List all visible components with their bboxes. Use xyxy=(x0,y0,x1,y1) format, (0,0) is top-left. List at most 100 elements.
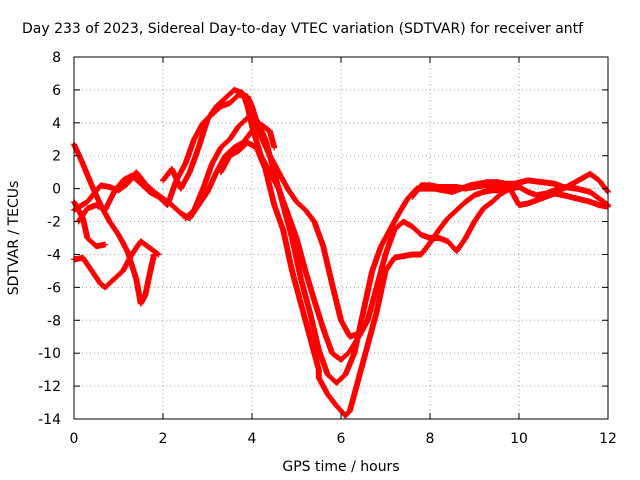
data-point xyxy=(122,270,124,272)
data-point xyxy=(518,204,520,206)
data-point xyxy=(482,184,485,187)
series-8 xyxy=(217,139,611,419)
data-point xyxy=(148,273,151,276)
data-point xyxy=(438,237,440,239)
data-point xyxy=(228,102,231,104)
data-point xyxy=(580,177,583,180)
series-markers xyxy=(75,91,362,340)
data-point xyxy=(473,194,476,197)
data-point xyxy=(295,201,298,203)
data-point xyxy=(86,207,89,210)
data-point xyxy=(358,377,360,379)
data-point xyxy=(171,168,173,170)
data-point xyxy=(598,197,600,200)
data-point xyxy=(269,130,271,132)
data-point xyxy=(317,349,320,351)
data-point xyxy=(536,194,538,197)
series-markers xyxy=(160,86,611,363)
y-tick-label: -14 xyxy=(38,412,61,428)
data-point xyxy=(571,182,574,185)
data-point xyxy=(237,125,240,127)
data-point xyxy=(455,250,458,252)
y-tick-label: -8 xyxy=(47,313,61,329)
data-point xyxy=(206,191,209,193)
x-tick-label: 0 xyxy=(70,431,79,447)
data-point xyxy=(398,212,400,215)
data-point xyxy=(527,191,529,193)
data-point xyxy=(104,243,106,246)
y-tick-label: 8 xyxy=(52,50,61,66)
data-point xyxy=(420,233,422,236)
data-point xyxy=(464,187,467,190)
data-point xyxy=(362,311,365,313)
data-point xyxy=(139,303,142,305)
data-point xyxy=(455,209,458,211)
data-point xyxy=(166,204,169,206)
data-point xyxy=(322,327,325,330)
data-point xyxy=(224,97,227,99)
data-point xyxy=(228,138,231,141)
data-point xyxy=(455,186,458,188)
data-point xyxy=(544,196,547,198)
data-point xyxy=(144,182,146,185)
data-point xyxy=(589,191,591,193)
data-point xyxy=(273,171,276,173)
data-point xyxy=(309,311,311,313)
grid-lines xyxy=(74,57,608,419)
data-point xyxy=(91,270,93,272)
data-point xyxy=(273,146,276,149)
data-point xyxy=(375,286,378,289)
data-point xyxy=(402,220,405,223)
data-point xyxy=(562,186,565,188)
data-point xyxy=(82,163,84,165)
y-tick-label: -6 xyxy=(47,280,61,296)
data-point xyxy=(126,250,129,252)
y-tick-label: -10 xyxy=(38,346,61,362)
data-point xyxy=(246,105,249,108)
data-point xyxy=(269,171,271,173)
data-point xyxy=(326,373,329,376)
data-point xyxy=(500,186,503,188)
x-tick-label: 4 xyxy=(248,431,257,447)
data-point xyxy=(411,225,414,228)
data-point xyxy=(344,373,347,376)
data-point xyxy=(317,377,320,379)
data-point xyxy=(242,92,244,94)
data-point xyxy=(313,299,316,302)
data-point xyxy=(220,146,222,149)
data-point xyxy=(86,237,89,239)
data-point xyxy=(438,228,440,231)
data-point xyxy=(562,194,565,197)
data-point xyxy=(451,191,454,193)
data-point xyxy=(135,171,138,173)
data-point xyxy=(349,335,351,338)
data-point xyxy=(411,253,414,256)
data-point xyxy=(264,138,267,141)
data-point xyxy=(220,105,222,108)
data-point xyxy=(180,187,182,190)
data-point xyxy=(326,393,329,396)
data-point xyxy=(598,179,600,182)
axis-ticks: 0 2 4 6 8 10 12 8 6 4 2 0 -2 -4 -6 -8 -10 -12 -14 xyxy=(38,50,617,447)
data-point xyxy=(171,204,173,206)
data-point xyxy=(304,209,307,211)
data-point xyxy=(157,253,160,256)
series-6 xyxy=(160,86,611,363)
data-point xyxy=(188,217,191,220)
data-point xyxy=(95,204,98,206)
data-point xyxy=(139,240,142,243)
data-point xyxy=(553,182,556,185)
data-point xyxy=(113,191,115,193)
data-point xyxy=(366,319,369,322)
data-point xyxy=(527,179,529,182)
data-point xyxy=(255,146,258,149)
data-point xyxy=(340,319,342,322)
data-point xyxy=(224,154,227,157)
y-axis-label: SDTVAR / TECUs xyxy=(6,181,22,296)
data-point xyxy=(438,186,440,188)
data-point xyxy=(144,294,146,297)
data-point xyxy=(576,197,578,200)
data-point xyxy=(344,414,347,417)
data-point xyxy=(313,220,316,223)
y-tick-label: 2 xyxy=(52,149,61,165)
